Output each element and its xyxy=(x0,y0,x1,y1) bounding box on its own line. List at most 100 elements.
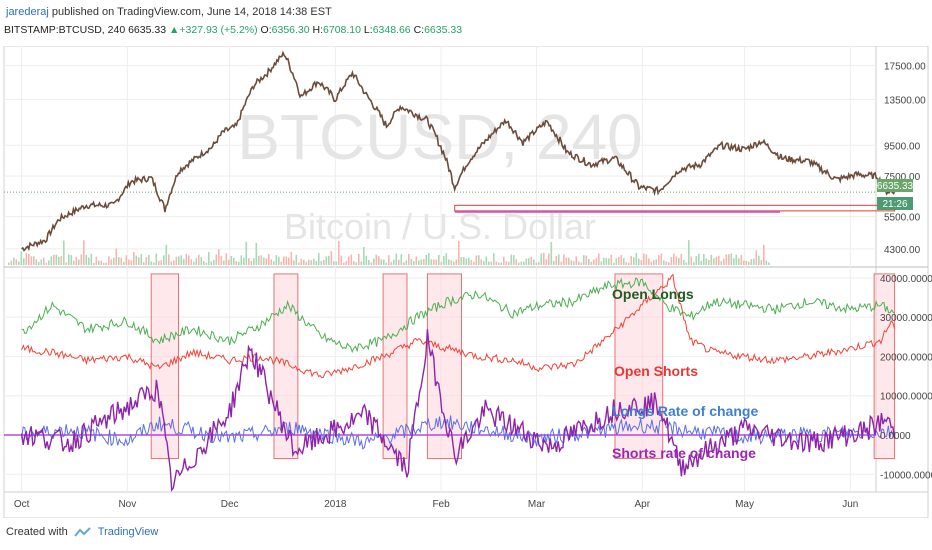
volume-bar xyxy=(688,240,690,265)
volume-bar xyxy=(678,257,680,265)
volume-bar xyxy=(255,242,258,265)
volume-bar xyxy=(280,261,283,265)
volume-bar xyxy=(663,260,665,265)
volume-bar xyxy=(275,255,278,265)
volume-bar xyxy=(93,262,95,265)
volume-bar xyxy=(710,254,713,265)
volume-bar xyxy=(283,256,285,265)
x-tick-label: Mar xyxy=(528,499,546,510)
volume-bar xyxy=(305,261,308,265)
volume-bar xyxy=(413,261,415,265)
volume-bar xyxy=(733,258,735,265)
volume-bar xyxy=(103,262,105,265)
volume-bar xyxy=(293,260,295,265)
volume-bar xyxy=(300,258,303,265)
volume-bar xyxy=(753,258,755,265)
volume-bar xyxy=(480,259,483,265)
volume-bar xyxy=(418,260,420,265)
volume-bar xyxy=(603,257,605,265)
volume-bar xyxy=(493,253,495,265)
volume-bar xyxy=(550,241,553,265)
volume-bar xyxy=(515,259,518,265)
volume-bar xyxy=(593,259,595,265)
volume-bar xyxy=(643,253,645,265)
volume-bar xyxy=(758,255,760,265)
volume-bar xyxy=(695,255,698,265)
indicator-pane xyxy=(4,273,896,492)
volume-bar xyxy=(443,255,445,265)
volume-bar xyxy=(633,257,635,265)
volume-bar xyxy=(323,260,325,265)
volume-bar xyxy=(668,262,670,265)
volume-bar xyxy=(540,253,543,265)
volume-bar xyxy=(630,255,633,265)
volume-bar xyxy=(85,254,88,265)
volume-bar xyxy=(78,259,80,265)
volume-bar xyxy=(383,259,385,265)
volume-bar xyxy=(683,260,685,265)
volume-bar xyxy=(170,261,173,265)
volume-bar xyxy=(748,261,750,265)
volume-bar xyxy=(218,249,220,265)
volume-bar xyxy=(105,262,108,265)
volume-bar xyxy=(765,260,768,265)
volume-bar xyxy=(68,254,70,265)
volume-bar xyxy=(155,253,158,265)
volume-bar xyxy=(665,261,668,265)
open-longs-series xyxy=(21,277,895,354)
volume-bar xyxy=(435,259,438,265)
x-tick-label: May xyxy=(735,499,754,510)
volume-bar xyxy=(745,260,748,265)
volume-bar xyxy=(523,261,525,265)
indicator-tick-label: 20000.0000 xyxy=(880,352,932,363)
volume-bar xyxy=(600,261,603,265)
volume-bar xyxy=(75,256,78,265)
volume-bar xyxy=(698,253,700,265)
price-change: +327.93 (+5.2%) xyxy=(179,24,258,36)
indicator-tick-label: 40000.0000 xyxy=(880,274,932,285)
volume-bar xyxy=(465,258,468,265)
volume-bar xyxy=(628,262,630,265)
volume-bar xyxy=(610,254,613,265)
volume-bar xyxy=(495,261,498,265)
volume-bar xyxy=(415,256,418,265)
volume-bar xyxy=(153,262,155,265)
volume-bar xyxy=(80,254,83,265)
price-tick-label: 13500.00 xyxy=(884,95,926,106)
tradingview-brand-link[interactable]: TradingView xyxy=(97,526,159,538)
volume-bar xyxy=(658,255,660,265)
volume-bar xyxy=(708,260,710,265)
volume-bar xyxy=(575,256,578,265)
volume-bar xyxy=(728,254,730,265)
price-chart[interactable]: BTCUSD, 240 Bitcoin / U.S. Dollar 17500.… xyxy=(0,46,932,518)
volume-bar xyxy=(725,254,728,265)
volume-bar xyxy=(740,254,743,265)
volume-bar xyxy=(608,258,610,265)
vertical-grid xyxy=(21,46,851,492)
volume-bar xyxy=(38,261,40,265)
volume-bar xyxy=(488,261,490,265)
volume-bar xyxy=(55,254,58,265)
volume-bar xyxy=(205,262,208,265)
volume-bar xyxy=(530,256,533,265)
volume-bar xyxy=(505,261,508,265)
volume-bar xyxy=(45,262,48,265)
volume-bar xyxy=(460,257,463,265)
symbol-info-line: BITSTAMP:BTCUSD, 240 6635.33 ▲+327.93 (+… xyxy=(4,24,462,36)
volume-bar xyxy=(718,255,720,265)
volume-bar xyxy=(175,256,178,265)
x-tick-label: Apr xyxy=(634,499,650,510)
volume-bar xyxy=(73,260,75,265)
volume-bar xyxy=(685,262,688,265)
open-value: 6356.30 xyxy=(271,24,310,36)
volume-bar xyxy=(450,260,453,265)
author-link[interactable]: jarederaj xyxy=(6,6,49,18)
volume-bar xyxy=(40,259,43,265)
volume-bar xyxy=(310,260,313,265)
volume-bar xyxy=(208,252,210,265)
volume-bar xyxy=(623,258,625,265)
volume-bar xyxy=(768,262,770,265)
volume-bar xyxy=(570,260,573,265)
volume-bar xyxy=(370,262,373,265)
volume-bar xyxy=(273,261,275,265)
